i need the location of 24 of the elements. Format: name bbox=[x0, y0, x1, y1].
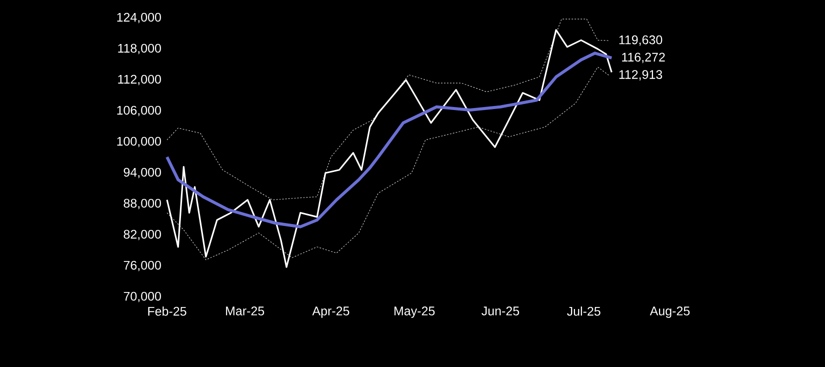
line-series bbox=[166, 52, 614, 228]
y-tick-label: 118,000 bbox=[118, 44, 161, 54]
y-tick-label: 76,000 bbox=[124, 260, 161, 272]
x-tick-label: Jun-25 bbox=[482, 306, 520, 316]
x-tick-label: Mar-25 bbox=[226, 306, 264, 316]
annotation: 119,630 bbox=[619, 35, 662, 46]
line-series bbox=[166, 66, 610, 260]
x-tick-label: Jul-25 bbox=[567, 306, 600, 316]
y-tick-label: 88,000 bbox=[124, 198, 161, 210]
y-tick-label: 106,000 bbox=[117, 106, 161, 116]
y-tick-label: 94,000 bbox=[124, 168, 161, 178]
y-tick-label: 82,000 bbox=[124, 230, 161, 240]
x-tick-label: May-25 bbox=[394, 306, 435, 318]
y-tick-label: 112,000 bbox=[118, 74, 161, 86]
annotation: 116,272 bbox=[622, 52, 665, 64]
y-tick-label: 124,000 bbox=[117, 12, 161, 24]
x-tick-label: Apr-25 bbox=[312, 306, 350, 318]
line-series bbox=[166, 29, 612, 268]
x-tick-label: Feb-25 bbox=[148, 306, 186, 316]
y-tick-label: 100,000 bbox=[117, 136, 161, 148]
annotation: 112,913 bbox=[619, 70, 662, 80]
y-tick-label: 70,000 bbox=[124, 292, 161, 302]
line-series bbox=[166, 18, 610, 200]
x-tick-label: Aug-25 bbox=[650, 306, 690, 318]
